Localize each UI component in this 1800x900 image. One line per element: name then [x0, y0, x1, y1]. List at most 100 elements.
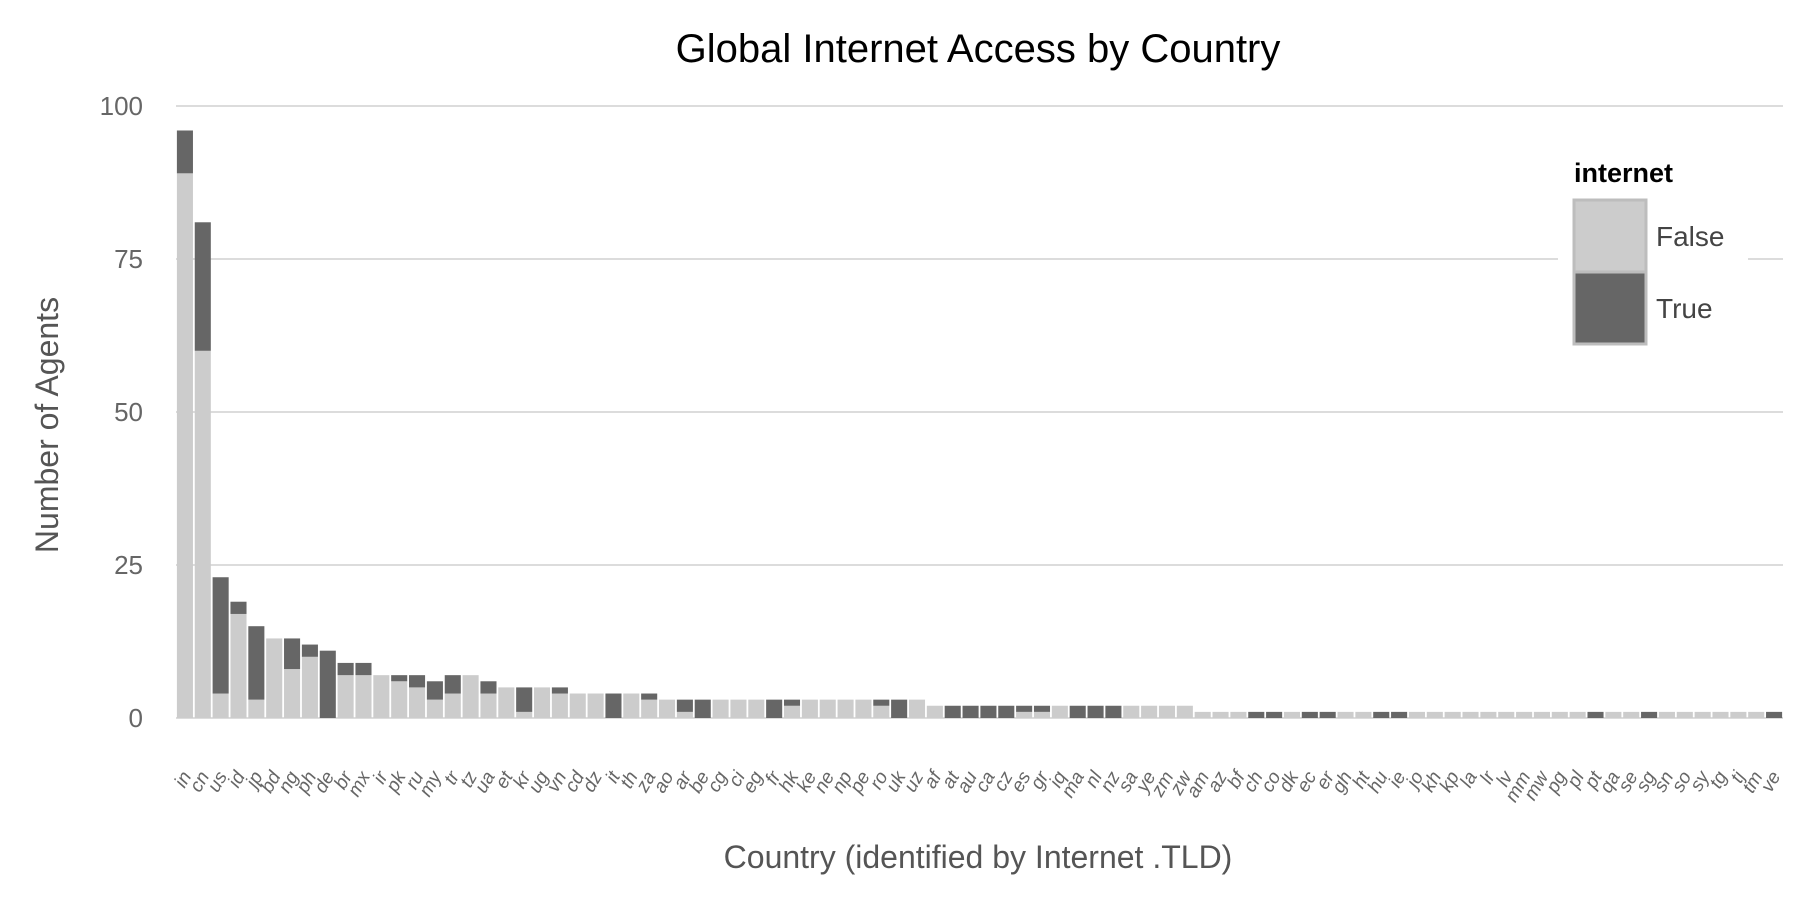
bar-ci-false [730, 699, 747, 718]
bar-ug-false [534, 687, 551, 718]
bar-eg-false [748, 699, 765, 718]
bar-tj-false [1730, 711, 1747, 718]
bar-br-false [337, 675, 354, 718]
y-axis-label: Number of Agents [29, 297, 65, 553]
bar-tg-false [1712, 711, 1729, 718]
bar-bf-false [1230, 711, 1247, 718]
bar-zm-false [1158, 705, 1176, 718]
bar-lr-false [1480, 711, 1497, 718]
gridlines [176, 105, 1783, 719]
bar-kh-false [1426, 711, 1443, 718]
bar-ie-true [1391, 711, 1408, 718]
x-tick-label-eg: eg [739, 768, 768, 797]
bar-ua-false [480, 693, 497, 718]
bar-es-true [1016, 705, 1033, 712]
bar-et-false [498, 687, 515, 718]
y-axis-ticks: 0 25 50 75 100 [100, 91, 143, 733]
bar-hk-false [783, 705, 801, 718]
x-axis-ticks: incnusidjpbdngphdebrmxirpkrumytrtzuaetkr… [171, 767, 1786, 806]
bar-ke-false [801, 699, 818, 718]
chart-title: Global Internet Access by Country [676, 27, 1281, 71]
legend-label-true: True [1656, 293, 1713, 324]
bar-cz-true [998, 705, 1015, 718]
bar-my-false [426, 699, 443, 718]
bar-jp-true [248, 626, 265, 700]
bar-ar-true [676, 699, 693, 712]
bar-jp-false [248, 699, 265, 718]
bar-ru-false [409, 687, 426, 718]
bar-ng-true [284, 638, 301, 670]
bar-ph-true [301, 644, 318, 657]
x-tick-label-mx: mx [344, 767, 376, 801]
bar-ph-false [301, 656, 318, 718]
bar-vn-false [551, 693, 568, 718]
bar-uk-true [891, 699, 908, 718]
y-tick-label: 0 [129, 703, 143, 733]
bar-lv-false [1498, 711, 1515, 718]
bar-pl-false [1569, 711, 1586, 718]
y-tick-label: 100 [100, 91, 143, 121]
bar-tm-false [1748, 711, 1765, 718]
bar-bd-false [266, 638, 283, 718]
legend: internet False True [1558, 150, 1748, 360]
bar-ro-true [873, 699, 890, 706]
bar-dk-false [1283, 711, 1301, 718]
bar-ir-false [373, 675, 390, 718]
bar-kr-false [516, 711, 533, 718]
bar-be-true [694, 699, 711, 718]
bar-ch-true [1248, 711, 1265, 718]
bar-vn-true [551, 687, 568, 694]
bar-ng-false [284, 669, 301, 718]
bar-sa-false [1123, 705, 1140, 718]
bar-ru-true [409, 675, 426, 688]
bar-tz-false [462, 675, 479, 718]
bar-zw-false [1176, 705, 1193, 718]
bar-de-true [319, 650, 336, 718]
bar-ar-false [676, 711, 693, 718]
x-tick-label-la: la [1456, 768, 1482, 791]
bar-af-false [926, 705, 943, 718]
bar-id-true [230, 601, 247, 614]
bar-cn-false [194, 350, 211, 718]
bar-cg-false [712, 699, 729, 718]
bar-mw-false [1533, 711, 1550, 718]
bar-us-false [212, 693, 229, 718]
y-tick-label: 75 [114, 244, 143, 274]
bar-gh-false [1337, 711, 1354, 718]
bar-th-false [623, 693, 640, 718]
bar-au-true [962, 705, 979, 718]
bar-at-true [944, 705, 961, 718]
bar-ne-false [819, 699, 836, 718]
legend-key-false [1572, 198, 1648, 274]
bar-nz-true [1105, 705, 1122, 718]
bar-ve-true [1766, 711, 1783, 718]
bar-tr-false [444, 693, 461, 718]
bar-sn-false [1658, 711, 1675, 718]
bar-sy-false [1694, 711, 1711, 718]
bar-ro-false [873, 705, 890, 718]
x-tick-label-ve: ve [1757, 768, 1785, 796]
bar-nl-true [1087, 705, 1104, 718]
bar-ht-false [1355, 711, 1372, 718]
bar-ye-false [1141, 705, 1158, 718]
bar-so-false [1676, 711, 1693, 718]
x-tick-label-ma: ma [1058, 768, 1089, 801]
bar-ma-true [1069, 705, 1086, 718]
bar-pe-false [855, 699, 872, 718]
bar-za-false [641, 699, 658, 718]
bar-pk-false [391, 681, 408, 718]
bar-ua-true [480, 681, 497, 694]
x-tick-label-my: my [415, 767, 447, 801]
bar-co-true [1266, 711, 1283, 718]
bar-ec-true [1301, 711, 1318, 718]
bar-am-false [1194, 711, 1211, 718]
bar-us-true [212, 577, 229, 694]
bar-br-true [337, 662, 354, 676]
bar-gr-true [1033, 705, 1051, 712]
bar-in-false [176, 173, 193, 718]
bar-kr-true [516, 687, 533, 712]
bar-hu-true [1373, 711, 1390, 718]
bar-gr-false [1033, 711, 1051, 718]
bar-mx-true [355, 662, 372, 676]
bar-uz-false [908, 699, 926, 718]
